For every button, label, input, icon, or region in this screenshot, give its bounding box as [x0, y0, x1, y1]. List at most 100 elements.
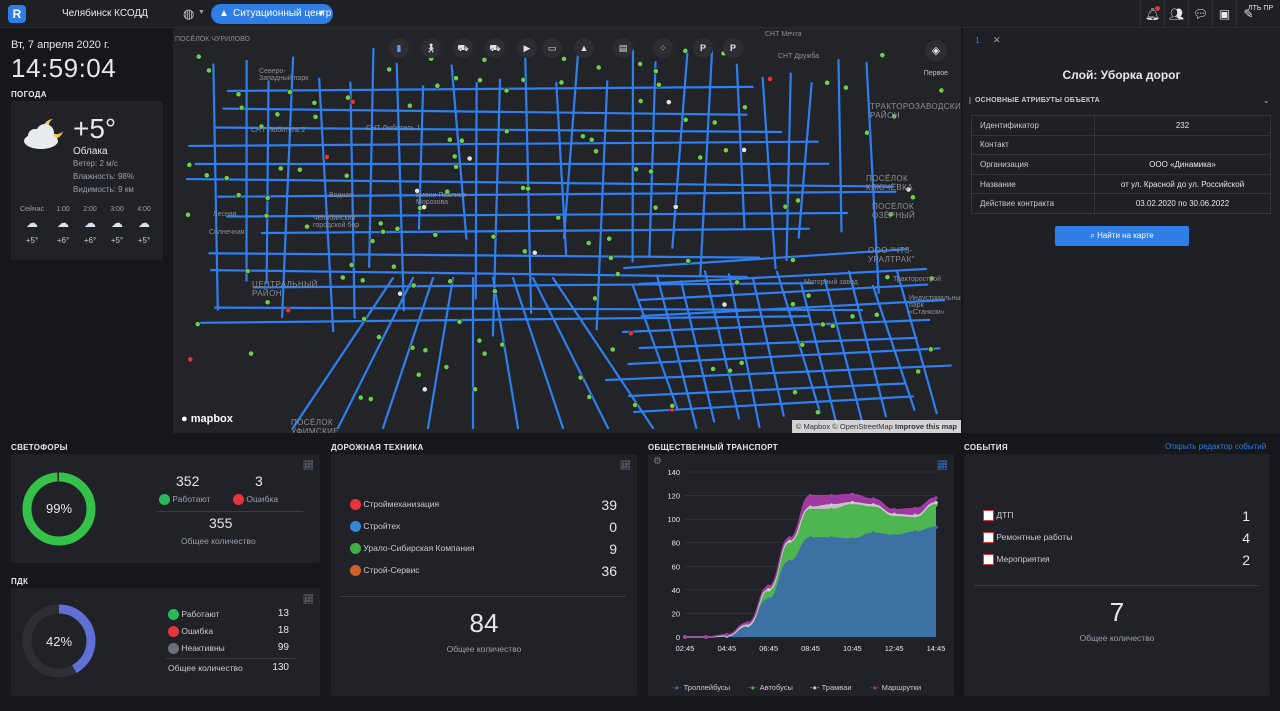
map-marker[interactable] — [277, 165, 284, 172]
map-marker[interactable] — [805, 292, 812, 299]
map-marker[interactable] — [185, 211, 191, 218]
truck-layer-icon[interactable]: ⛟ — [453, 38, 473, 58]
map-marker[interactable] — [520, 185, 526, 191]
map-marker[interactable] — [721, 301, 728, 308]
user-menu[interactable]: ЛТЬ ПР — [1248, 5, 1274, 12]
map-marker[interactable] — [343, 172, 350, 179]
map-marker[interactable] — [235, 91, 242, 98]
map-marker[interactable] — [223, 175, 230, 182]
data-point[interactable] — [892, 512, 896, 517]
data-point[interactable] — [766, 584, 771, 589]
map-marker[interactable] — [561, 55, 567, 62]
map-marker[interactable] — [799, 341, 806, 348]
data-point[interactable] — [829, 493, 834, 498]
map-marker[interactable] — [491, 288, 498, 295]
legend-item[interactable]: -●- Автобусы — [748, 683, 793, 692]
map-marker[interactable] — [734, 279, 740, 286]
chart-icon[interactable]: 📈︎ — [302, 594, 314, 604]
tractor-layer-icon[interactable]: ⛟ — [485, 38, 505, 58]
map-marker[interactable] — [490, 233, 497, 240]
map-marker[interactable] — [588, 136, 595, 143]
map-marker[interactable] — [390, 263, 397, 270]
data-point[interactable] — [704, 635, 708, 639]
data-point[interactable] — [913, 506, 917, 511]
map-marker[interactable] — [304, 223, 310, 230]
map-marker[interactable] — [672, 204, 679, 210]
chart-icon[interactable]: 📈︎ — [302, 460, 314, 470]
map-marker[interactable] — [938, 87, 945, 94]
map-marker[interactable] — [349, 98, 356, 105]
legend-item[interactable]: -●- Маршрутки — [870, 683, 921, 692]
data-point[interactable] — [766, 588, 771, 592]
map-marker[interactable] — [432, 231, 439, 238]
legend-item[interactable]: -●- Трамваи — [810, 683, 852, 692]
attribution-text[interactable]: © Mapbox © OpenStreetMap — [795, 422, 893, 431]
data-point[interactable] — [787, 536, 792, 540]
map-marker[interactable] — [585, 240, 592, 246]
map-marker[interactable] — [849, 313, 856, 320]
map-marker[interactable] — [669, 403, 676, 409]
map-marker[interactable] — [697, 154, 704, 161]
map-marker[interactable] — [879, 52, 886, 59]
map-marker[interactable] — [910, 194, 916, 201]
data-point[interactable] — [787, 559, 792, 564]
improve-map-link[interactable]: Improve this map — [894, 422, 957, 431]
edit-icon[interactable]: ✎ — [1236, 0, 1260, 28]
map-marker[interactable] — [558, 79, 565, 86]
map-marker[interactable] — [633, 166, 639, 173]
map-marker[interactable] — [466, 155, 473, 162]
find-on-map-button[interactable]: ⌕ Найти на карте — [1055, 226, 1189, 246]
map-marker[interactable] — [819, 321, 826, 328]
data-point[interactable] — [871, 503, 876, 507]
map-marker[interactable] — [456, 318, 463, 325]
map-marker[interactable] — [421, 386, 428, 393]
map-marker[interactable] — [795, 197, 801, 204]
map-marker[interactable] — [652, 68, 659, 75]
data-point[interactable] — [808, 536, 813, 540]
map-marker[interactable] — [682, 116, 689, 123]
detector-layer-icon[interactable]: ⁘ — [653, 38, 673, 58]
map-marker[interactable] — [595, 64, 602, 71]
map-marker[interactable] — [397, 290, 403, 297]
map-marker[interactable] — [685, 258, 692, 264]
data-point[interactable] — [871, 497, 876, 501]
data-point[interactable] — [934, 525, 938, 530]
map-marker[interactable] — [248, 350, 254, 357]
map-marker[interactable] — [829, 322, 836, 329]
map-marker[interactable] — [451, 153, 458, 160]
parking-layer-icon[interactable]: P — [693, 38, 713, 58]
map-marker[interactable] — [472, 386, 479, 393]
map-marker[interactable] — [421, 204, 427, 211]
pedestrian-layer-icon[interactable]: 🚶︎ — [421, 38, 441, 58]
map-marker[interactable] — [380, 228, 387, 235]
data-point[interactable] — [787, 539, 792, 544]
data-point[interactable] — [745, 621, 750, 625]
chevron-down-icon[interactable]: ⌄ — [1262, 95, 1270, 105]
map-marker[interactable] — [767, 76, 773, 82]
map-marker[interactable] — [927, 346, 934, 353]
map-marker[interactable] — [477, 77, 483, 84]
city-selector[interactable]: Челябинск КСОДД — [62, 8, 148, 19]
map-marker[interactable] — [905, 186, 912, 193]
chat-icon[interactable]: 💬︎ — [1188, 0, 1212, 28]
map-marker[interactable] — [263, 212, 270, 219]
map-marker[interactable] — [323, 154, 330, 160]
map-marker[interactable] — [409, 344, 416, 351]
data-point[interactable] — [808, 493, 813, 498]
map-marker[interactable] — [593, 148, 599, 155]
map-marker[interactable] — [873, 311, 880, 318]
map-marker[interactable] — [206, 67, 212, 74]
map-marker[interactable] — [814, 409, 821, 416]
map-marker[interactable] — [359, 277, 366, 284]
map-marker[interactable] — [864, 129, 870, 136]
map-marker[interactable] — [312, 113, 319, 120]
map-marker[interactable] — [422, 347, 429, 354]
road-sign-layer-icon[interactable]: ▲ — [574, 38, 594, 58]
map-marker[interactable] — [792, 389, 798, 396]
data-point[interactable] — [829, 507, 834, 512]
map-marker[interactable] — [244, 268, 251, 275]
map-marker[interactable] — [607, 254, 614, 261]
map-marker[interactable] — [577, 374, 584, 381]
map-marker[interactable] — [367, 396, 374, 402]
data-point[interactable] — [808, 505, 813, 510]
